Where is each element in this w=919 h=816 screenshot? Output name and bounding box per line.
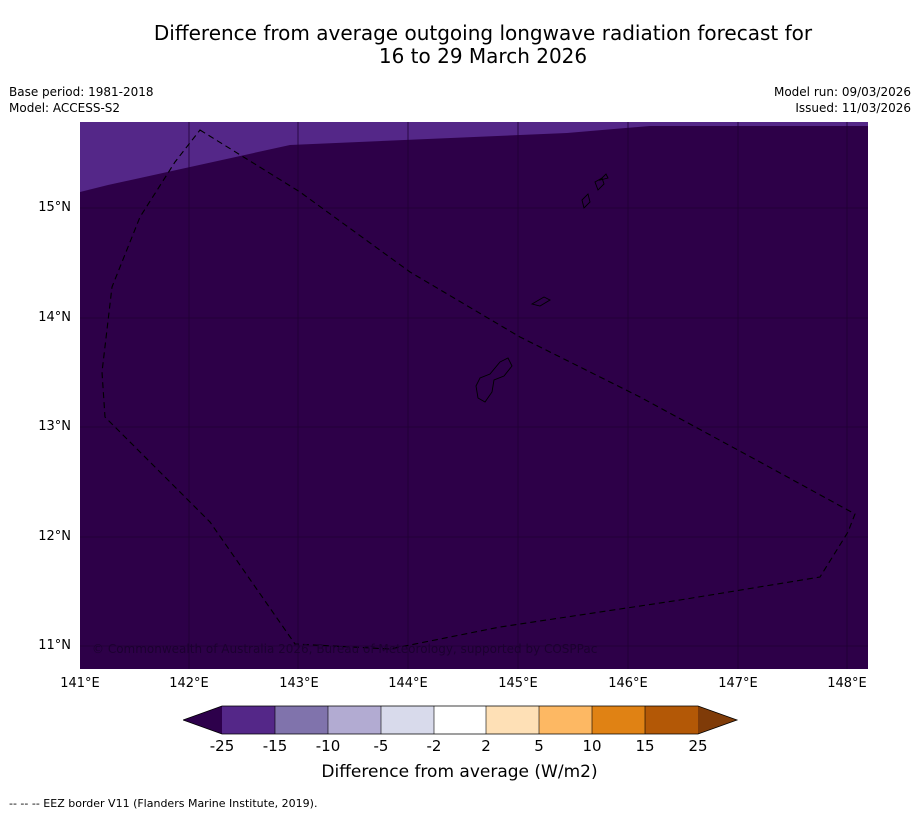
map-svg: © Commonwealth of Australia 2026, Bureau… bbox=[80, 122, 868, 669]
meta-right: Model run: 09/03/2026 Issued: 11/03/2026 bbox=[774, 84, 911, 116]
cbar-extend-high bbox=[698, 706, 737, 734]
cbar-segment-4 bbox=[381, 706, 434, 734]
lat-label-12n: 12°N bbox=[38, 529, 71, 544]
cbar-tick-2: -10 bbox=[315, 737, 341, 755]
cbar-segment-7 bbox=[539, 706, 592, 734]
island-rota bbox=[530, 296, 551, 307]
lat-label-11n: 11°N bbox=[38, 638, 71, 653]
cbar-segment-3 bbox=[328, 706, 381, 734]
lon-label-143e: 143°E bbox=[279, 676, 319, 691]
cbar-tick-1: -15 bbox=[262, 737, 288, 755]
meta-left: Base period: 1981-2018 Model: ACCESS-S2 bbox=[9, 84, 154, 116]
lon-label-148e: 148°E bbox=[827, 676, 867, 691]
island-small bbox=[598, 173, 609, 181]
cbar-segment-2 bbox=[275, 706, 328, 734]
cbar-tick-5: 2 bbox=[481, 737, 491, 755]
lon-label-141e: 141°E bbox=[60, 676, 100, 691]
issued-date: Issued: 11/03/2026 bbox=[795, 101, 911, 115]
cbar-tick-0: -25 bbox=[209, 737, 235, 755]
lon-label-147e: 147°E bbox=[718, 676, 758, 691]
cbar-outline bbox=[181, 705, 739, 735]
island-saipan bbox=[581, 193, 591, 209]
anomaly-band bbox=[80, 122, 868, 192]
graticule bbox=[80, 122, 868, 669]
cbar-dividers bbox=[274, 706, 646, 734]
island-tinian bbox=[594, 177, 605, 191]
title-line-1: Difference from average outgoing longwav… bbox=[153, 21, 813, 45]
cbar-tick-4: -2 bbox=[426, 737, 442, 755]
lat-label-15n: 15°N bbox=[38, 200, 71, 215]
island-guam bbox=[475, 357, 513, 403]
cbar-tick-3: -5 bbox=[373, 737, 389, 755]
chart-title: Difference from average outgoing longwav… bbox=[0, 22, 919, 68]
lat-label-14n: 14°N bbox=[38, 310, 71, 325]
map-panel[interactable]: © Commonwealth of Australia 2026, Bureau… bbox=[80, 122, 868, 669]
cbar-tick-8: 15 bbox=[635, 737, 655, 755]
map-background bbox=[80, 122, 868, 669]
copyright-notice: © Commonwealth of Australia 2026, Bureau… bbox=[92, 642, 597, 656]
cbar-segment-9 bbox=[645, 706, 698, 734]
colorbar-svg bbox=[181, 705, 739, 735]
eez-border bbox=[101, 129, 856, 650]
cbar-segment-6 bbox=[486, 706, 539, 734]
cbar-tick-9: 25 bbox=[688, 737, 708, 755]
lon-label-145e: 145°E bbox=[498, 676, 538, 691]
islands bbox=[475, 173, 609, 403]
colorbar bbox=[181, 705, 739, 741]
lon-label-144e: 144°E bbox=[388, 676, 428, 691]
cbar-segment-5 bbox=[434, 706, 486, 734]
lon-label-142e: 142°E bbox=[169, 676, 209, 691]
cbar-tick-6: 5 bbox=[534, 737, 544, 755]
base-period: Base period: 1981-2018 bbox=[9, 85, 154, 99]
lat-label-13n: 13°N bbox=[38, 419, 71, 434]
title-line-2: 16 to 29 March 2026 bbox=[378, 44, 588, 68]
cbar-extend-low bbox=[183, 706, 222, 734]
model-run: Model run: 09/03/2026 bbox=[773, 85, 911, 99]
lon-label-146e: 146°E bbox=[608, 676, 648, 691]
model-name: Model: ACCESS-S2 bbox=[9, 101, 121, 115]
colorbar-label: Difference from average (W/m2) bbox=[321, 762, 598, 782]
cbar-segment-8 bbox=[592, 706, 645, 734]
cbar-segment-1 bbox=[222, 706, 275, 734]
eez-legend-note: -- -- -- EEZ border V11 (Flanders Marine… bbox=[9, 797, 318, 810]
cbar-tick-7: 10 bbox=[582, 737, 602, 755]
